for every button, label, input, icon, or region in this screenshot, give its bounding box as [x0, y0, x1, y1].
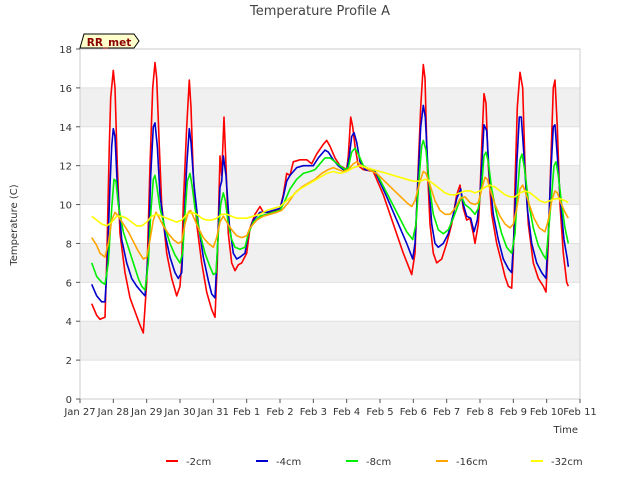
- series-line-8cm: [90, 139, 570, 291]
- x-tick-label: Jan 29: [130, 407, 162, 418]
- legend-label: -16cm: [456, 457, 488, 468]
- y-tick-label: 14: [59, 123, 72, 134]
- series-line-4cm: [90, 104, 570, 303]
- y-tick-label: 0: [66, 395, 72, 406]
- y-axis-ticks: 0 2 4 6 8 10 12 14 16 18: [59, 45, 80, 406]
- series-line-32cm: [91, 164, 569, 227]
- x-tick-label: Feb 7: [433, 407, 460, 418]
- x-axis-ticks: Jan 27 Jan 28 Jan 29 Jan 30 Jan 31 Feb 1 Feb 2…: [63, 399, 597, 418]
- x-tick-label: Feb 1: [233, 407, 260, 418]
- grid-band: [80, 87, 580, 127]
- x-axis-label: Time: [553, 425, 578, 436]
- x-tick-label: Feb 9: [500, 407, 527, 418]
- y-axis-label: Temperature (C): [9, 184, 20, 266]
- badge-label: RR_met: [87, 37, 132, 49]
- plot-frame: [79, 48, 581, 400]
- x-tick-label: Feb 2: [266, 407, 293, 418]
- grid-band: [80, 243, 580, 283]
- grid-band: [80, 165, 580, 205]
- x-tick-label: Feb 6: [400, 407, 427, 418]
- x-tick-label: Feb 4: [333, 407, 360, 418]
- legend: -2cm -4cm -8cm -16cm -32cm: [166, 457, 583, 468]
- series-line-2cm: [90, 61, 570, 334]
- x-tick-label: Feb 5: [366, 407, 393, 418]
- y-tick-label: 18: [59, 45, 72, 56]
- x-tick-label: Feb 10: [530, 407, 564, 418]
- x-tick-label: Feb 11: [563, 407, 597, 418]
- y-tick-label: 6: [66, 278, 72, 289]
- x-tick-label: Jan 30: [163, 407, 195, 418]
- legend-label: -4cm: [276, 457, 301, 468]
- legend-label: -8cm: [366, 457, 391, 468]
- series-line-16cm: [91, 161, 569, 260]
- rr-met-badge: RR_met: [79, 33, 140, 49]
- y-tick-label: 10: [59, 201, 72, 212]
- x-tick-label: Jan 31: [197, 407, 229, 418]
- grid-band: [80, 321, 580, 361]
- x-tick-label: Jan 27: [63, 407, 95, 418]
- y-tick-label: 12: [59, 162, 72, 173]
- x-tick-label: Feb 3: [300, 407, 327, 418]
- badge-shape: [79, 33, 140, 49]
- y-tick-label: 8: [66, 239, 72, 250]
- x-tick-label: Feb 8: [466, 407, 493, 418]
- chart-title: Temperature Profile A: [249, 4, 390, 19]
- x-tick-label: Jan 28: [97, 407, 129, 418]
- y-tick-label: 4: [66, 317, 72, 328]
- y-tick-label: 16: [59, 84, 72, 95]
- legend-label: -32cm: [551, 457, 583, 468]
- series-lines: [90, 61, 570, 334]
- legend-label: -2cm: [186, 457, 211, 468]
- y-tick-label: 2: [66, 356, 72, 367]
